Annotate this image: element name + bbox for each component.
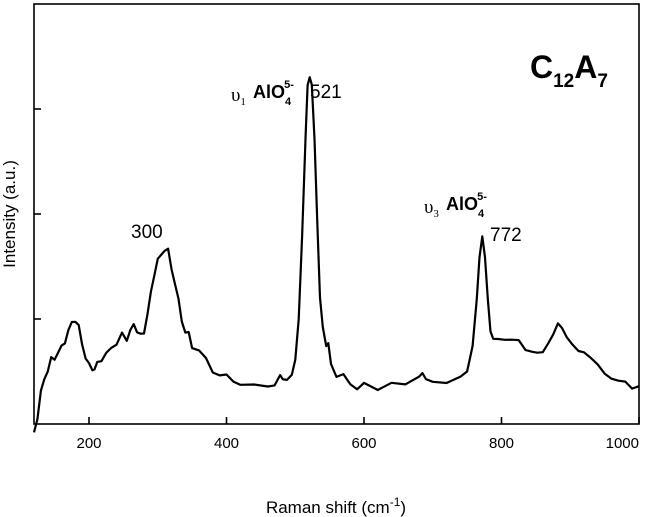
x-tick-label-600: 600 [351,435,376,452]
peak-ion-label-521: AlO45- [253,79,294,108]
spectrum-line [32,76,640,433]
peak-label-300: 300 [131,222,163,243]
x-tick-label-400: 400 [214,435,239,452]
peak-label-521: 521 [310,82,342,103]
peak-mode-label-772: υ3 [424,197,439,220]
y-axis-title: Intensity (a.u.) [0,160,19,268]
peak-ion-label-772: AlO45- [446,191,487,220]
peak-mode-label-521: υ1 [231,85,246,108]
x-tick-label-200: 200 [76,435,101,452]
peak-label-772: 772 [490,225,522,246]
axis-ticks: 200 400 600 800 1000 [34,108,640,452]
sample-label: C12A7 [530,49,608,92]
x-tick-label-800: 800 [489,435,514,452]
x-axis-title: Raman shift (cm-1) [266,495,406,517]
x-tick-label-1000: 1000 [606,435,639,452]
